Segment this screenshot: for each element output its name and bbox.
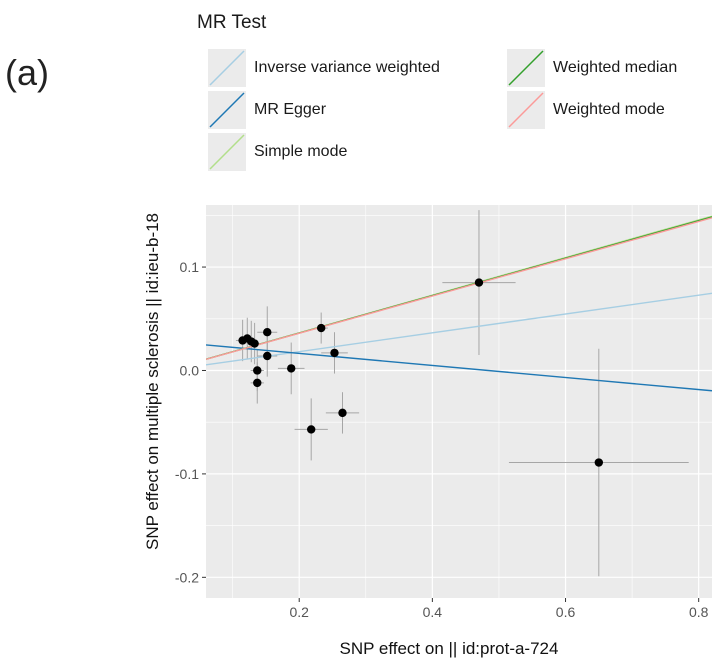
y-tick-label-2: -0.1 — [175, 466, 199, 482]
line-weighted-mode — [206, 217, 712, 360]
legend-label-ivw: Inverse variance weighted — [254, 59, 440, 76]
legend-label-simple-mode: Simple mode — [254, 143, 348, 160]
data-point-14 — [594, 458, 604, 467]
y-tick-label-1: 0.0 — [180, 362, 200, 378]
data-point-4 — [253, 366, 262, 375]
legend-key-weighted-median — [507, 49, 545, 87]
data-point-11 — [330, 348, 339, 358]
legend-label-mr-egger: MR Egger — [254, 101, 327, 118]
x-tick-label-3: 0.8 — [689, 604, 709, 620]
plot-contents — [206, 210, 712, 577]
data-point-13 — [474, 278, 484, 287]
data-point-5 — [253, 378, 262, 388]
data-point-10 — [316, 323, 326, 333]
line-mr-egger — [206, 344, 712, 392]
y-tick-label-3: -0.2 — [175, 569, 199, 585]
data-point-12 — [338, 408, 347, 418]
legend-title: MR Test — [197, 12, 267, 33]
data-point-7 — [263, 351, 272, 361]
x-axis-title: SNP effect on || id:prot-a-724 — [340, 639, 559, 658]
x-tick-label-2: 0.6 — [556, 604, 576, 620]
legend-item-weighted-median: Weighted median — [507, 49, 678, 87]
legend-item-weighted-mode: Weighted mode — [507, 91, 665, 129]
plot-panel — [206, 205, 712, 598]
data-point-8 — [287, 364, 296, 373]
legend-key-ivw — [208, 49, 246, 87]
legend-key-weighted-mode — [507, 91, 545, 129]
legend-key-simple-mode — [208, 133, 246, 171]
y-tick-label-0: 0.1 — [180, 259, 200, 275]
x-tick-label-1: 0.4 — [423, 604, 443, 620]
legend-item-mr-egger: MR Egger — [208, 91, 327, 129]
legend-item-simple-mode: Simple mode — [208, 133, 348, 171]
data-point-9 — [306, 425, 316, 434]
data-point-3 — [250, 339, 259, 348]
legend-label-weighted-median: Weighted median — [553, 59, 678, 76]
y-axis-title: SNP effect on multiple sclerosis || id:i… — [143, 213, 162, 550]
legend-item-ivw: Inverse variance weighted — [208, 49, 440, 87]
legend-label-weighted-mode: Weighted mode — [553, 101, 665, 118]
data-point-6 — [263, 328, 272, 337]
x-tick-label-0: 0.2 — [289, 604, 309, 620]
panel-label: (a) — [5, 52, 49, 93]
legend-key-mr-egger — [208, 91, 246, 129]
